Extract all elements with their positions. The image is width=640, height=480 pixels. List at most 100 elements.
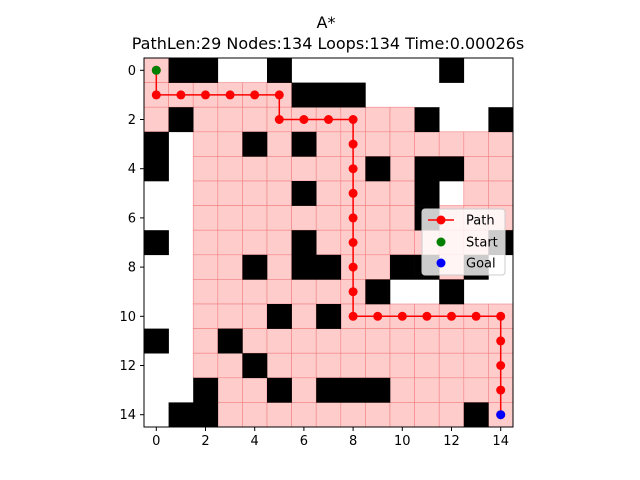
- obstacle-cell: [291, 181, 317, 206]
- explored-cell: [242, 106, 268, 133]
- x-tick-label: 2: [201, 434, 209, 449]
- path-point: [348, 238, 358, 247]
- explored-cell: [266, 131, 292, 157]
- explored-cell: [192, 303, 219, 329]
- path-point: [496, 311, 506, 321]
- obstacle-cell: [291, 230, 317, 256]
- path-point: [397, 311, 407, 321]
- explored-cell: [291, 156, 317, 182]
- legend-goal-marker: [436, 258, 446, 268]
- path-point: [274, 90, 284, 100]
- explored-cell: [389, 352, 415, 379]
- x-tick-label: 4: [251, 434, 259, 449]
- legend-start-marker: [436, 237, 446, 247]
- explored-cell: [291, 352, 317, 379]
- path-point: [201, 90, 210, 100]
- obstacle-cell: [316, 82, 342, 108]
- explored-cell: [266, 402, 292, 428]
- y-tick-label: 12: [119, 359, 136, 374]
- y-tick-label: 14: [119, 408, 136, 423]
- obstacle-cell: [217, 328, 243, 354]
- obstacle-cell: [439, 279, 465, 305]
- explored-cell: [192, 106, 219, 133]
- explored-cell: [315, 328, 342, 354]
- path-point: [348, 164, 358, 174]
- explored-cell: [266, 229, 292, 256]
- explored-cell: [365, 352, 391, 379]
- explored-cell: [340, 402, 366, 428]
- explored-cell: [365, 205, 391, 231]
- explored-cell: [315, 229, 342, 256]
- legend-start-label: Start: [466, 236, 498, 251]
- x-tick-label: 14: [492, 434, 509, 449]
- explored-cell: [217, 279, 243, 305]
- explored-cell: [463, 352, 489, 379]
- goal-point: [496, 410, 506, 420]
- explored-cell: [463, 156, 489, 182]
- obstacle-cell: [193, 58, 219, 83]
- explored-cell: [315, 180, 342, 206]
- path-point: [151, 90, 161, 100]
- explored-cell: [315, 156, 342, 182]
- explored-cell: [389, 156, 415, 182]
- explored-cell: [488, 180, 514, 206]
- obstacle-cell: [144, 230, 169, 256]
- obstacle-cell: [144, 328, 169, 354]
- explored-cell: [315, 131, 342, 157]
- explored-cell: [414, 131, 440, 157]
- obstacle-cell: [193, 377, 219, 403]
- legend-goal-label: Goal: [466, 257, 496, 272]
- explored-cell: [315, 205, 342, 231]
- path-point: [176, 90, 186, 100]
- explored-cell: [192, 205, 219, 231]
- legend: Path Start Goal: [421, 208, 506, 276]
- explored-cell: [143, 106, 169, 133]
- explored-cell: [389, 131, 415, 157]
- legend-box: [421, 208, 506, 276]
- x-tick-label: 10: [394, 434, 411, 449]
- obstacle-cell: [144, 131, 169, 157]
- explored-cell: [217, 352, 243, 379]
- path-point: [496, 336, 506, 346]
- obstacle-cell: [242, 131, 268, 157]
- plot-frame: [143, 57, 514, 428]
- obstacle-cell: [414, 107, 440, 133]
- explored-cell: [242, 377, 268, 403]
- explored-cell: [389, 229, 415, 256]
- explored-cell: [242, 279, 268, 305]
- explored-cell: [438, 131, 465, 157]
- explored-cell: [365, 229, 391, 256]
- explored-cell: [242, 402, 268, 428]
- explored-cell: [389, 402, 415, 428]
- obstacle-cell: [414, 156, 440, 182]
- explored-cell: [266, 352, 292, 379]
- y-tick-label: 4: [128, 162, 136, 177]
- explored-cell: [242, 205, 268, 231]
- obstacle-cell: [365, 156, 391, 182]
- explored-cell: [389, 328, 415, 354]
- x-tick-label: 12: [443, 434, 460, 449]
- obstacle-cell: [168, 402, 194, 428]
- path-point: [348, 311, 358, 321]
- explored-cell: [365, 402, 391, 428]
- path-point: [447, 311, 456, 321]
- obstacle-cell: [340, 377, 366, 403]
- explored-cell: [389, 205, 415, 231]
- explored-cell: [242, 303, 268, 329]
- explored-cell: [266, 180, 292, 206]
- explored-cell: [365, 254, 391, 280]
- y-tick-label: 0: [128, 64, 136, 79]
- explored-cell: [291, 303, 317, 329]
- explored-cell: [242, 156, 268, 182]
- explored-cell: [217, 131, 243, 157]
- explored-cell: [266, 205, 292, 231]
- explored-cell: [242, 180, 268, 206]
- explored-cell: [438, 402, 465, 428]
- explored-cell: [365, 180, 391, 206]
- explored-cell: [266, 254, 292, 280]
- explored-cell: [463, 377, 489, 403]
- explored-cell: [463, 131, 489, 157]
- explored-cell: [192, 352, 219, 379]
- obstacle-cell: [144, 156, 169, 182]
- explored-cell: [217, 156, 243, 182]
